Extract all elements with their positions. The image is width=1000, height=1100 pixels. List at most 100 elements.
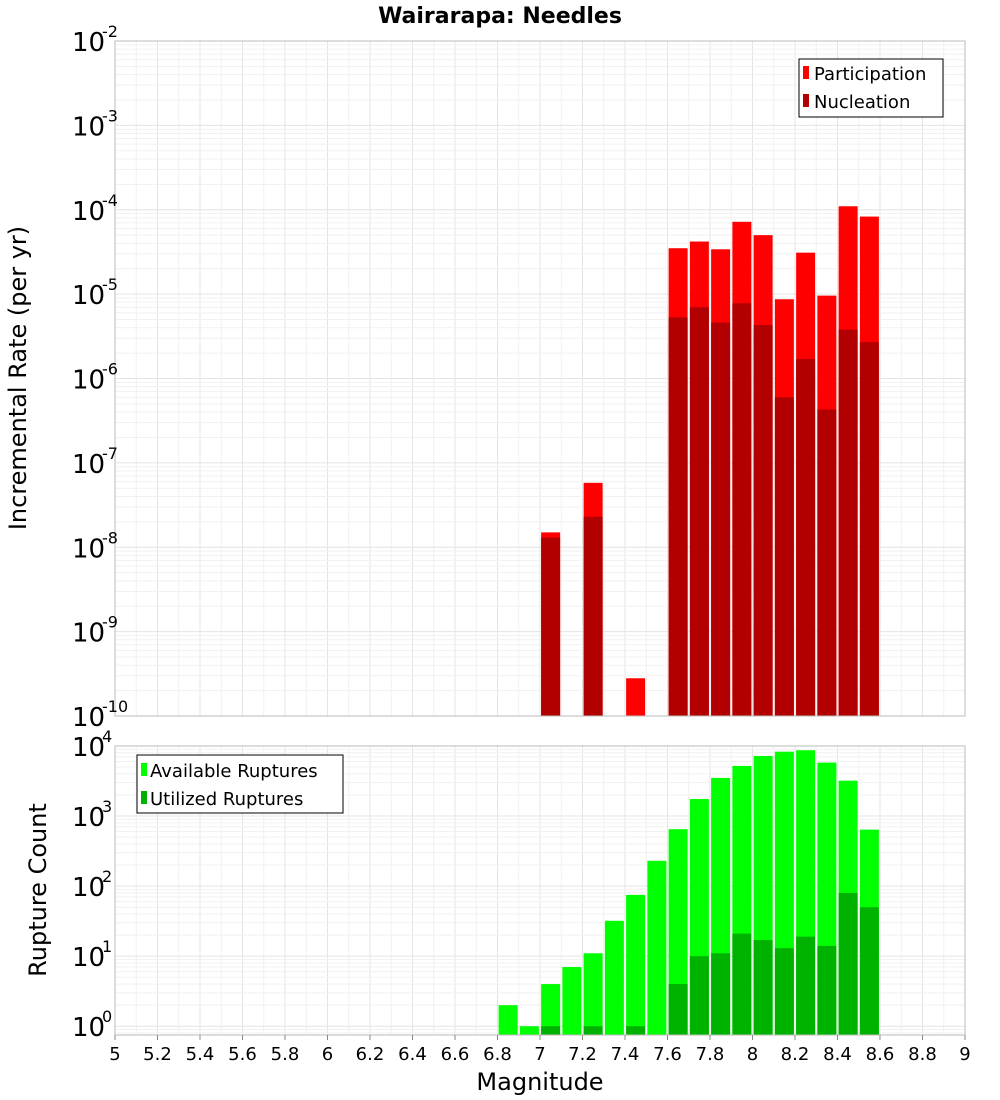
utilized-ruptures-bar (774, 948, 794, 1035)
y-tick-label: 10 (72, 803, 105, 833)
bottom-legend: Available Ruptures Utilized Ruptures (136, 754, 344, 814)
legend-label-utilized: Utilized Ruptures (150, 789, 303, 810)
x-tick-label: 8 (747, 1044, 758, 1065)
top-y-axis-ticks: 10-210-310-410-510-610-710-810-910-10 (72, 22, 128, 733)
nucleation-bar (838, 329, 858, 716)
y-tick-label: 10 (72, 1013, 105, 1043)
nucleation-bar (817, 409, 837, 716)
utilized-ruptures-bar (817, 945, 837, 1035)
top-plot-frame (114, 40, 966, 717)
utilized-ruptures-bar (668, 984, 688, 1035)
y-tick-exponent: -3 (102, 106, 118, 125)
x-tick-label: 5.8 (271, 1044, 300, 1065)
x-tick-label: 8.2 (781, 1044, 810, 1065)
y-tick-label: 10 (72, 197, 105, 227)
nucleation-bar (689, 307, 709, 716)
nucleation-bar (732, 303, 752, 716)
top-grid (114, 40, 966, 717)
nucleation-bar (859, 342, 879, 716)
y-tick-exponent: -4 (102, 191, 118, 210)
available-ruptures-bar (647, 860, 667, 1035)
utilized-ruptures-bar (711, 953, 731, 1035)
y-tick-exponent: -6 (102, 360, 118, 379)
x-tick-label: 8.6 (866, 1044, 895, 1065)
utilized-ruptures-bar (838, 892, 858, 1035)
legend-swatch-utilized (141, 791, 147, 804)
x-axis-label: Magnitude (476, 1068, 603, 1096)
y-tick-label: 10 (72, 943, 105, 973)
available-ruptures-bar (583, 953, 603, 1035)
available-ruptures-bar (668, 829, 688, 1035)
x-tick-label: 7.6 (653, 1044, 682, 1065)
available-ruptures-bar (498, 1005, 518, 1035)
x-tick-label: 6.4 (398, 1044, 427, 1065)
x-tick-label: 7 (534, 1044, 545, 1065)
utilized-ruptures-bar (541, 1026, 561, 1035)
y-tick-exponent: 3 (102, 797, 112, 816)
available-ruptures-bar (626, 894, 646, 1035)
available-ruptures-bar (604, 920, 624, 1035)
y-tick-label: 10 (72, 619, 105, 649)
legend-swatch-available (141, 763, 147, 776)
legend-label-nucleation: Nucleation (814, 92, 910, 113)
utilized-ruptures-bar (689, 956, 709, 1035)
y-tick-label: 10 (72, 366, 105, 396)
y-tick-label: 10 (72, 703, 105, 733)
nucleation-bar (753, 325, 773, 716)
chart-title: Wairarapa: Needles (378, 4, 622, 29)
nucleation-bar (711, 322, 731, 716)
legend-label-participation: Participation (814, 64, 926, 85)
x-tick-label: 7.4 (611, 1044, 640, 1065)
y-tick-label: 10 (72, 450, 105, 480)
y-tick-exponent: -10 (102, 697, 128, 716)
x-tick-label: 6.2 (356, 1044, 385, 1065)
utilized-ruptures-bar (732, 933, 752, 1035)
y-tick-label: 10 (72, 534, 105, 564)
y-tick-exponent: -5 (102, 275, 118, 294)
nucleation-bar (774, 397, 794, 716)
x-tick-label: 7.8 (696, 1044, 725, 1065)
utilized-ruptures-bar (583, 1026, 603, 1035)
utilized-ruptures-series (541, 892, 879, 1035)
y-tick-exponent: 1 (102, 937, 112, 956)
available-ruptures-bar (519, 1026, 539, 1035)
legend-swatch-nucleation (803, 94, 809, 107)
y-tick-exponent: -2 (102, 22, 118, 41)
bottom-legend-box (136, 754, 344, 814)
y-tick-label: 10 (72, 733, 105, 763)
legend-label-available: Available Ruptures (150, 761, 318, 782)
nucleation-series (541, 303, 879, 716)
y-tick-exponent: -8 (102, 528, 118, 547)
x-tick-label: 5.4 (186, 1044, 215, 1065)
x-axis-ticks: 5 5.2 5.4 5.6 5.8 6 6.2 6.4 6.6 6.8 7 7.2 7.4 7.6 7.8 8… (109, 1035, 971, 1065)
y-tick-label: 10 (72, 873, 105, 903)
x-tick-label: 6.6 (441, 1044, 470, 1065)
y-tick-exponent: -7 (102, 444, 118, 463)
x-tick-label: 5 (109, 1044, 120, 1065)
y-tick-label: 10 (72, 28, 105, 58)
nucleation-bar (796, 359, 816, 716)
top-legend-box (798, 58, 944, 118)
x-tick-label: 7.2 (568, 1044, 597, 1065)
top-y-axis-label: Incremental Rate (per yr) (4, 226, 32, 530)
utilized-ruptures-bar (626, 1026, 646, 1035)
participation-bar (626, 678, 646, 716)
x-tick-label: 8.4 (823, 1044, 852, 1065)
y-tick-exponent: -9 (102, 613, 118, 632)
x-tick-label: 6 (322, 1044, 333, 1065)
x-tick-label: 8.8 (908, 1044, 937, 1065)
nucleation-bar (668, 317, 688, 716)
nucleation-bar (583, 516, 603, 716)
x-tick-label: 5.6 (228, 1044, 257, 1065)
top-plot-panel: 10-210-310-410-510-610-710-810-910-10 In… (4, 22, 966, 733)
x-tick-label: 5.2 (143, 1044, 172, 1065)
y-tick-label: 10 (72, 112, 105, 142)
nucleation-bar (541, 537, 561, 716)
x-tick-label: 9 (959, 1044, 970, 1065)
utilized-ruptures-bar (859, 907, 879, 1035)
available-ruptures-bar (541, 984, 561, 1035)
bottom-y-axis-label: Rupture Count (24, 803, 52, 977)
